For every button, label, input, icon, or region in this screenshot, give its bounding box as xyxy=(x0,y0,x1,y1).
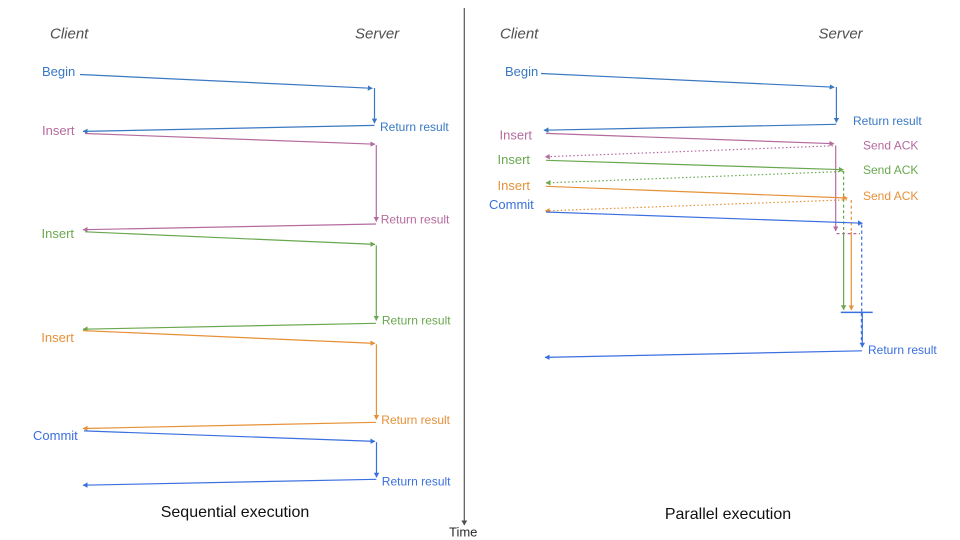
svg-text:Begin: Begin xyxy=(505,64,538,79)
svg-text:Insert: Insert xyxy=(498,178,531,193)
svg-text:Insert: Insert xyxy=(498,152,531,167)
svg-text:Client: Client xyxy=(500,26,539,43)
svg-text:Return result: Return result xyxy=(868,343,937,357)
svg-text:Return result: Return result xyxy=(381,413,450,427)
svg-text:Insert: Insert xyxy=(41,330,74,345)
svg-text:Insert: Insert xyxy=(42,123,75,138)
svg-text:Begin: Begin xyxy=(42,64,75,79)
svg-text:Return result: Return result xyxy=(382,314,451,328)
svg-text:Server: Server xyxy=(819,26,864,43)
svg-text:Send ACK: Send ACK xyxy=(863,163,918,177)
svg-text:Return result: Return result xyxy=(381,213,450,227)
svg-text:Client: Client xyxy=(50,26,89,43)
svg-text:Commit: Commit xyxy=(489,197,534,212)
svg-text:Send ACK: Send ACK xyxy=(863,139,918,153)
svg-text:Return result: Return result xyxy=(382,475,451,489)
svg-text:Sequential execution: Sequential execution xyxy=(161,504,310,521)
svg-text:Return result: Return result xyxy=(853,114,922,128)
svg-text:Insert: Insert xyxy=(42,226,75,241)
svg-text:Return result: Return result xyxy=(380,120,449,134)
svg-text:Commit: Commit xyxy=(33,428,78,443)
svg-text:Send ACK: Send ACK xyxy=(863,189,918,203)
svg-text:Parallel execution: Parallel execution xyxy=(665,506,791,523)
svg-text:Time: Time xyxy=(449,525,477,540)
svg-text:Server: Server xyxy=(355,26,400,43)
svg-text:Insert: Insert xyxy=(500,128,533,143)
